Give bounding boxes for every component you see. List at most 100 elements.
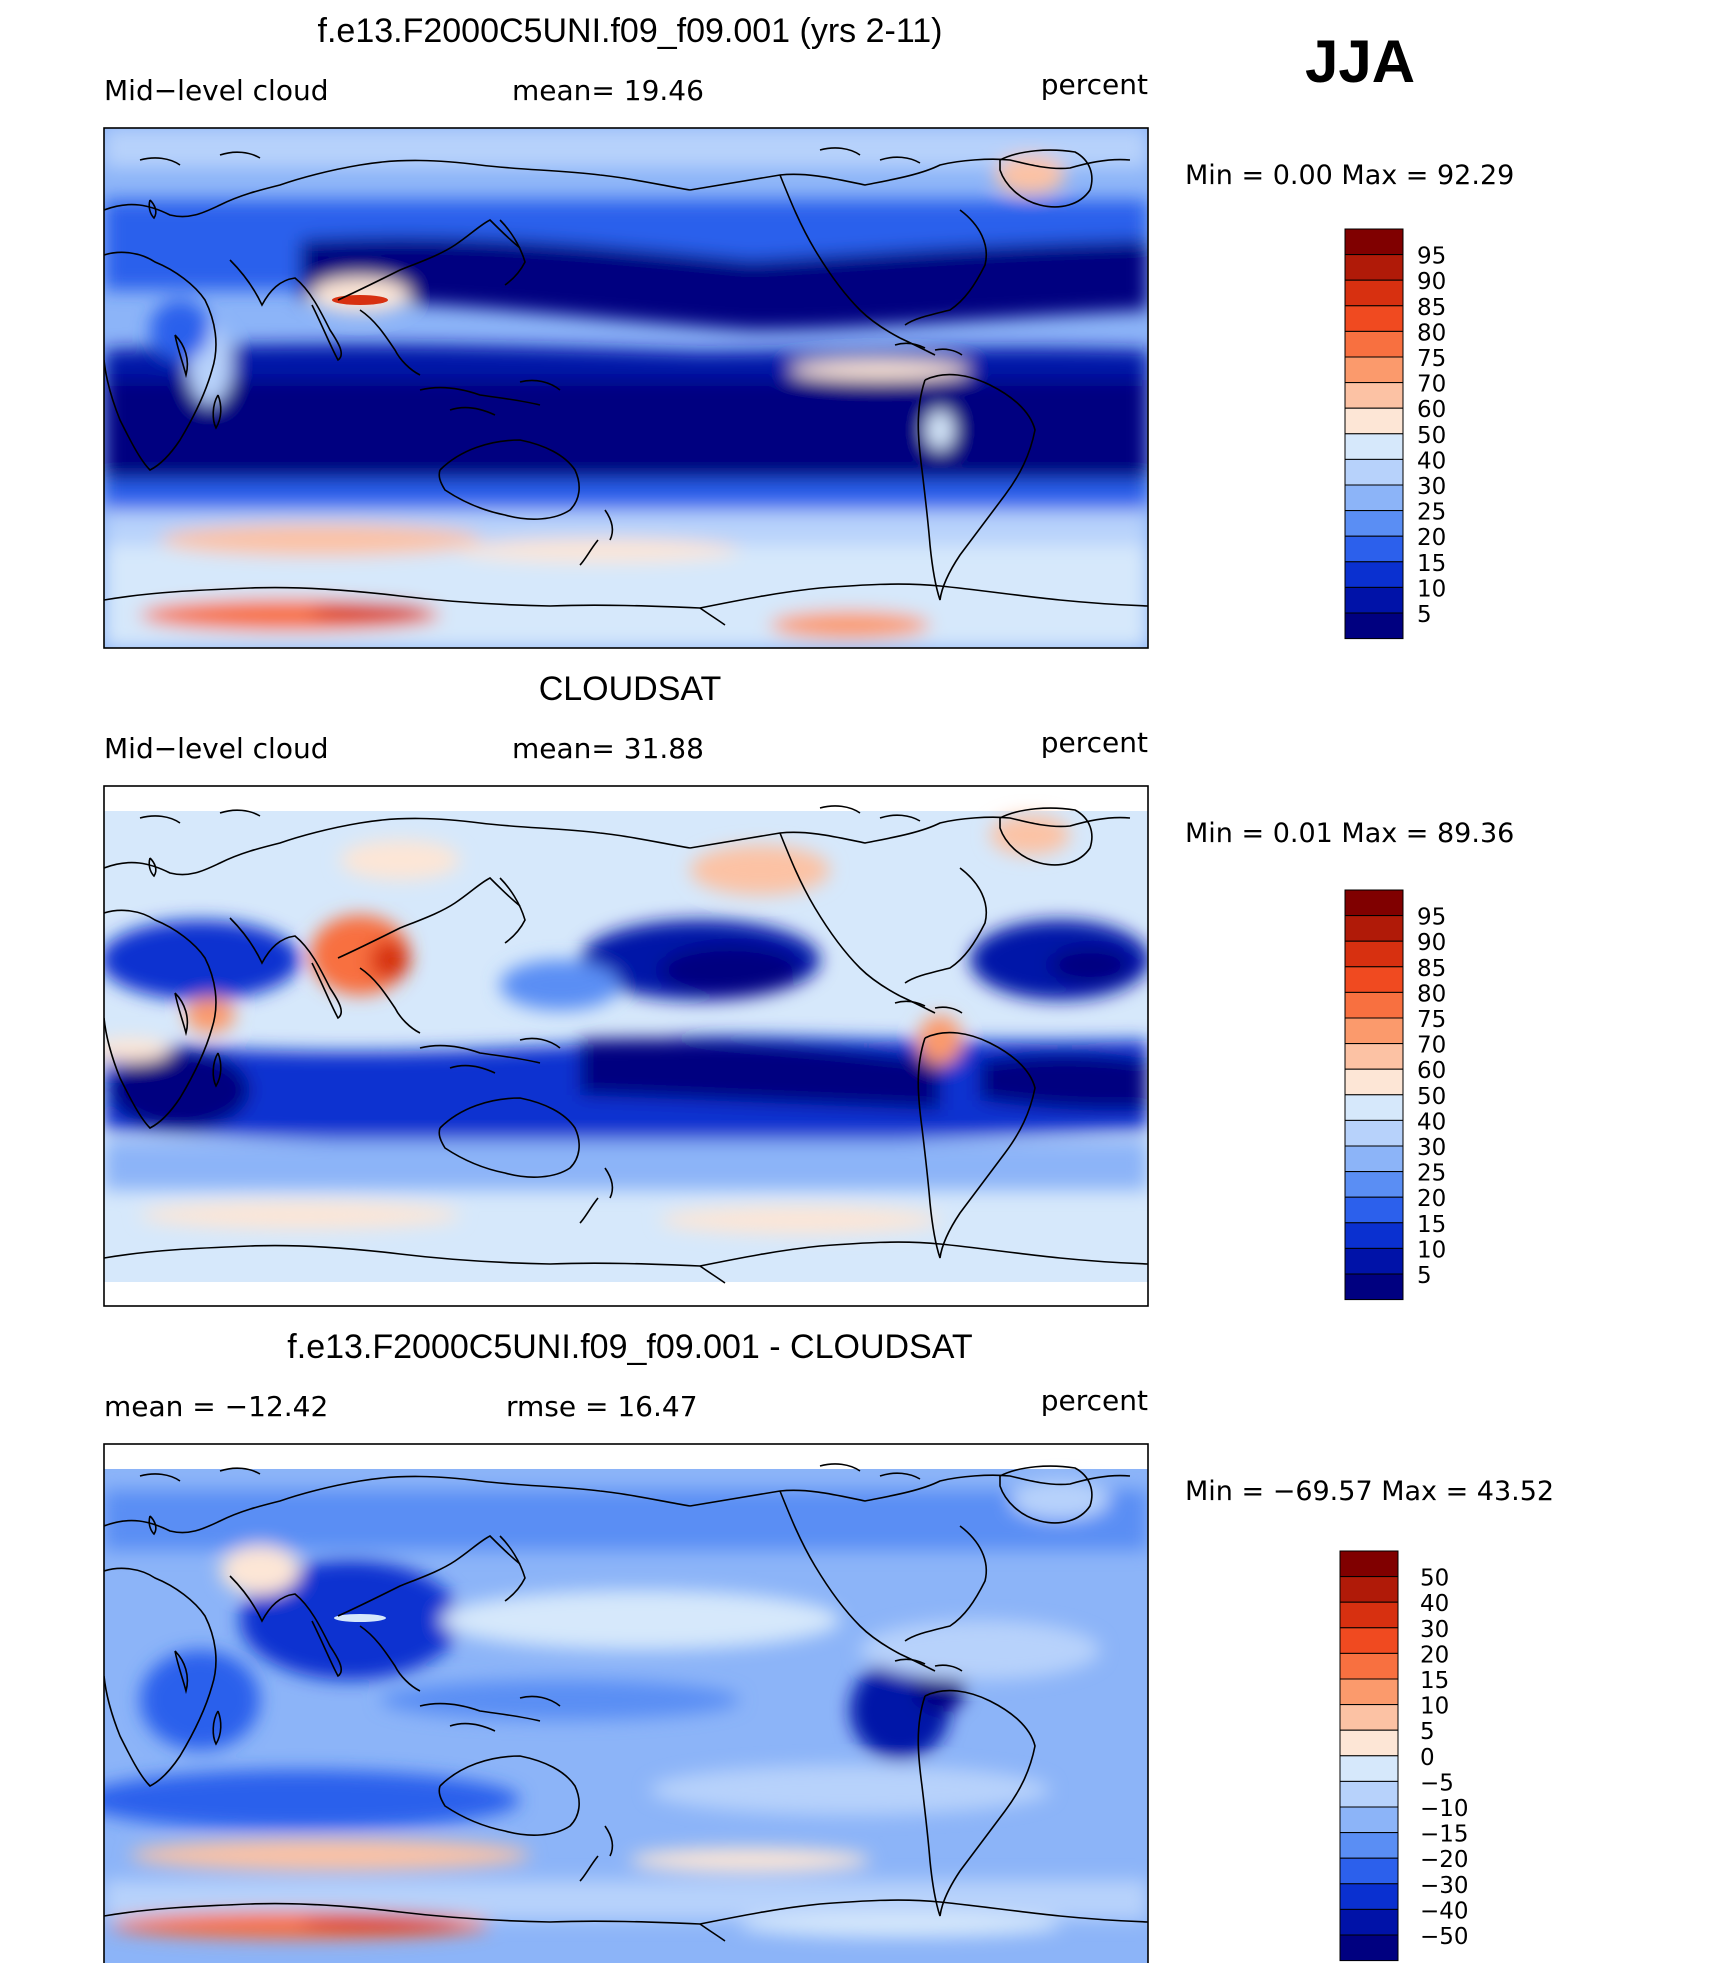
mean-label: mean = −12.42 [104,1390,328,1423]
colorbar-swatch [1339,1857,1399,1885]
colorbar-swatch [1339,1934,1399,1962]
colorbar-tick-label: 5 [1420,1719,1435,1745]
colorbar-tick-label: 50 [1420,1566,1449,1592]
colorbar-swatch [1344,279,1404,307]
map-frame [103,785,1149,1307]
colorbar-tick-label: 80 [1417,981,1446,1007]
rmse-label: rmse = 16.47 [506,1390,698,1423]
colorbar-swatch [1344,1094,1404,1121]
colorbar-swatch [1344,1196,1404,1224]
colorbar-tick-label: 15 [1417,1212,1446,1238]
colorbar-tick-label: −40 [1420,1898,1469,1924]
season-label: JJA [1305,28,1415,95]
colorbar-tick-label: −15 [1420,1822,1469,1848]
colorbar-tick-label: 5 [1417,1263,1432,1289]
colorbar-tick-label: 20 [1417,525,1446,551]
colorbar-swatch [1344,1273,1404,1301]
colorbar-tick-label: 90 [1417,930,1446,956]
colorbar-tick-label: 75 [1417,346,1446,372]
colorbar-swatch [1344,433,1404,460]
map-field [104,786,1148,1306]
colorbar-tick-label: 40 [1417,448,1446,474]
colorbar-tick-label: 15 [1417,551,1446,577]
colorbar-swatch [1339,1601,1399,1629]
colorbar-swatch [1339,1780,1399,1808]
colorbar-tick-label: −10 [1420,1796,1469,1822]
mean-label: mean= 19.46 [512,74,704,107]
colorbar-tick-label: 95 [1417,244,1446,270]
colorbar-swatch [1344,356,1404,384]
colorbar-tick-label: 95 [1417,905,1446,931]
colorbar-tick-label: 15 [1420,1668,1449,1694]
map-field [104,1444,1148,1963]
colorbar-swatch [1344,1017,1404,1045]
panel-difference: f.e13.F2000C5UNI.f09_f09.001 - CLOUDSAT … [103,1328,1149,1963]
colorbar-tick-label: 10 [1417,576,1446,602]
panel-title: f.e13.F2000C5UNI.f09_f09.001 (yrs 2-11) [318,12,943,50]
colorbar-swatch [1344,484,1404,512]
units-label: percent [1041,1384,1148,1417]
colorbar-tick-label: 10 [1417,1237,1446,1263]
colorbar-tick-label: 30 [1417,1135,1446,1161]
variable-label: Mid−level cloud [104,732,328,765]
colorbar-swatch [1344,889,1404,917]
colorbar-swatch [1339,1576,1399,1603]
colorbar-swatch [1344,382,1404,409]
colorbar-swatch [1344,915,1404,942]
minmax-label: Min = 0.00 Max = 92.29 [1185,160,1514,191]
colorbar-swatch [1344,1119,1404,1147]
colorbar-swatch [1344,407,1404,435]
colorbar-tick-label: 60 [1417,1058,1446,1084]
colorbar-tick-label: 40 [1420,1591,1449,1617]
colorbar-swatch [1344,612,1404,640]
colorbar-tick-label: 20 [1417,1186,1446,1212]
minmax-label: Min = 0.01 Max = 89.36 [1185,818,1514,849]
colorbar-swatch [1344,254,1404,281]
colorbar-swatch [1344,1043,1404,1070]
map-frame [103,127,1149,649]
colorbar-tick-label: 70 [1417,1033,1446,1059]
colorbar-tick-label: 25 [1417,500,1446,526]
colorbar-swatch [1344,1145,1404,1173]
colorbar-tick-label: −20 [1420,1847,1469,1873]
colorbar-swatch [1344,1247,1404,1275]
colorbar-swatch [1339,1832,1399,1859]
colorbar-tick-label: −50 [1420,1924,1469,1950]
map-field [104,128,1148,648]
colorbar-swatch [1344,561,1404,588]
variable-label: Mid−level cloud [104,74,328,107]
colorbar-tick-label: 85 [1417,956,1446,982]
colorbar-swatch [1344,991,1404,1019]
minmax-label: Min = −69.57 Max = 43.52 [1185,1476,1554,1507]
units-label: percent [1041,68,1148,101]
colorbar-swatch [1339,1755,1399,1782]
colorbar-tick-label: 40 [1417,1109,1446,1135]
colorbar-tick-label: 80 [1417,320,1446,346]
colorbar-swatch [1344,966,1404,993]
colorbar-tick-label: 0 [1420,1745,1435,1771]
colorbar-swatch [1339,1550,1399,1578]
units-label: percent [1041,726,1148,759]
colorbar-tick-label: −30 [1420,1873,1469,1899]
colorbar-tick-label: 85 [1417,295,1446,321]
colorbar-tick-label: 30 [1417,474,1446,500]
colorbar-swatch [1344,1222,1404,1249]
colorbar-tick-label: 50 [1417,423,1446,449]
colorbar-swatch [1339,1806,1399,1834]
panel-observation: CLOUDSAT Mid−level cloud mean= 31.88 per… [103,670,1149,1307]
colorbar-swatch [1339,1678,1399,1706]
panel-title: f.e13.F2000C5UNI.f09_f09.001 - CLOUDSAT [287,1328,972,1366]
colorbar-tick-label: 75 [1417,1007,1446,1033]
colorbar-swatch [1344,586,1404,614]
colorbar-swatch [1344,535,1404,563]
colorbar-swatch [1344,458,1404,486]
colorbar-tick-label: 90 [1417,269,1446,295]
colorbar-tick-label: −5 [1420,1770,1454,1796]
colorbar-tick-label: 20 [1420,1642,1449,1668]
colorbar-tick-label: 70 [1417,372,1446,398]
colorbar-tick-label: 50 [1417,1084,1446,1110]
